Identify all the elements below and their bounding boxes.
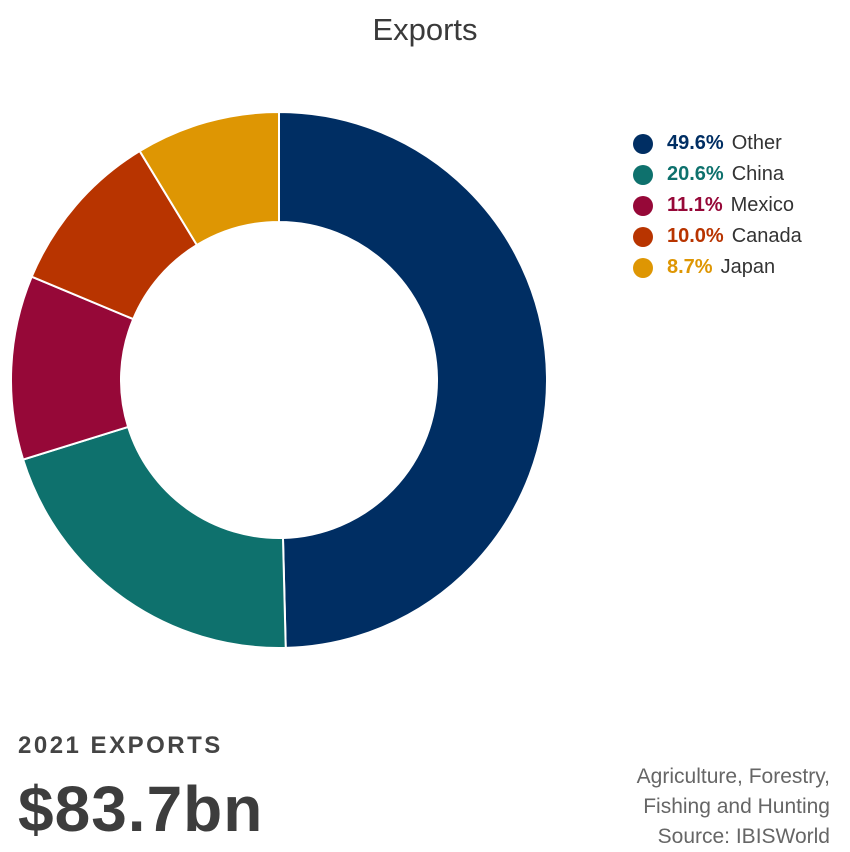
legend-item-canada: 10.0% Canada bbox=[633, 221, 802, 252]
legend-label: Canada bbox=[731, 225, 802, 247]
footer-source: Agriculture, Forestry, Fishing and Hunti… bbox=[637, 762, 830, 852]
legend-item-china: 20.6% China bbox=[633, 159, 802, 190]
stat-value: $83.7bn bbox=[18, 773, 264, 845]
legend-label: Mexico bbox=[730, 194, 794, 216]
legend-swatch bbox=[633, 133, 653, 154]
footer-line-2: Fishing and Hunting bbox=[643, 795, 830, 818]
legend-percent: 11.1% bbox=[667, 194, 723, 216]
legend-percent: 20.6% bbox=[667, 163, 724, 185]
legend-label: China bbox=[731, 163, 784, 185]
legend-item-other: 49.6% Other bbox=[633, 128, 802, 159]
chart-legend: 49.6% Other 20.6% China 11.1% Mexico 10.0% Cana… bbox=[633, 128, 802, 283]
legend-swatch bbox=[633, 226, 653, 247]
legend-label: Japan bbox=[720, 256, 776, 278]
stat-label: 2021 EXPORTS bbox=[18, 732, 223, 759]
legend-swatch bbox=[633, 164, 653, 185]
donut-slice-other bbox=[278, 110, 548, 649]
legend-swatch bbox=[633, 257, 653, 278]
chart-title: Exports bbox=[372, 12, 478, 47]
legend-item-mexico: 11.1% Mexico bbox=[633, 190, 802, 221]
legend-percent: 10.0% bbox=[667, 225, 724, 247]
donut-slice-china bbox=[21, 425, 287, 649]
footer-line-3: Source: IBISWorld bbox=[657, 825, 830, 848]
legend-percent: 49.6% bbox=[667, 132, 724, 154]
legend-swatch bbox=[633, 195, 653, 216]
legend-percent: 8.7% bbox=[667, 256, 713, 278]
legend-label: Other bbox=[731, 132, 782, 154]
donut-slice-japan bbox=[138, 110, 280, 247]
footer-line-1: Agriculture, Forestry, bbox=[636, 765, 830, 788]
legend-item-japan: 8.7% Japan bbox=[633, 252, 802, 283]
